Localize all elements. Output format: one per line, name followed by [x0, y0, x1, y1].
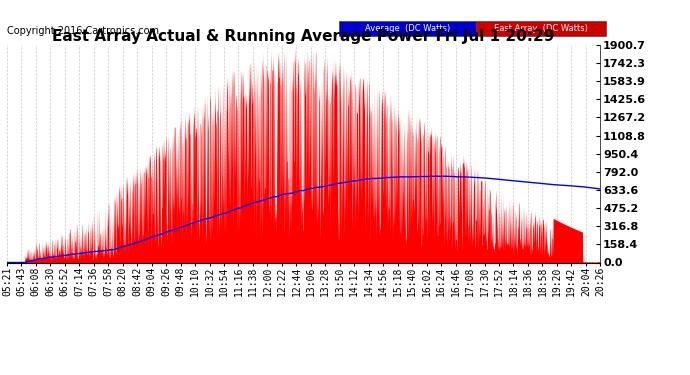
Text: Copyright 2016 Cartronics.com: Copyright 2016 Cartronics.com [7, 26, 159, 36]
FancyBboxPatch shape [475, 21, 607, 36]
Text: Average  (DC Watts): Average (DC Watts) [365, 24, 450, 33]
Title: East Array Actual & Running Average Power Fri Jul 1 20:29: East Array Actual & Running Average Powe… [52, 29, 555, 44]
FancyBboxPatch shape [339, 21, 475, 36]
Text: East Array  (DC Watts): East Array (DC Watts) [494, 24, 588, 33]
